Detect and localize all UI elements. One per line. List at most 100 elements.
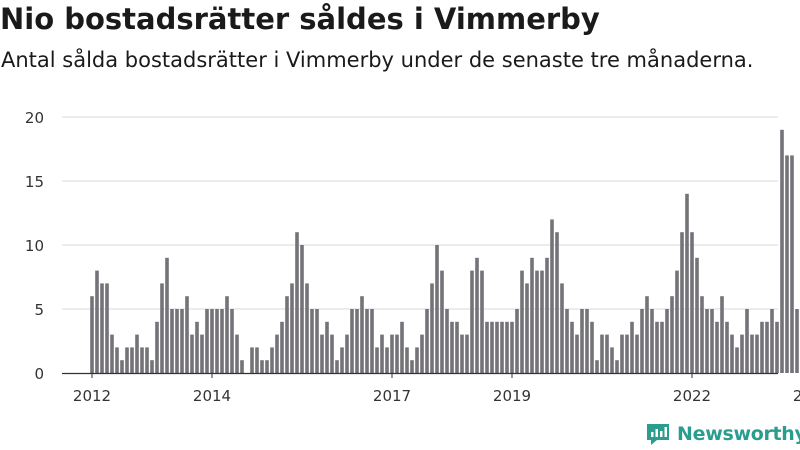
bar [560, 283, 564, 373]
bar [625, 334, 629, 373]
bar [790, 155, 794, 373]
bar [470, 270, 474, 373]
bar [450, 321, 454, 373]
bar [250, 347, 254, 373]
bar [785, 155, 789, 373]
bar [305, 283, 309, 373]
bar [635, 334, 639, 373]
y-tick-label: 10 [25, 237, 44, 255]
bar [580, 309, 584, 373]
bar [585, 309, 589, 373]
y-tick-label: 5 [34, 301, 44, 319]
bar [630, 321, 634, 373]
bar [240, 360, 244, 373]
bar [695, 257, 699, 373]
bar [290, 283, 294, 373]
bar [260, 360, 264, 373]
bar [755, 334, 759, 373]
y-tick-label: 20 [25, 109, 44, 127]
bar [175, 309, 179, 373]
x-tick-label: 2012 [73, 387, 111, 405]
bar [570, 321, 574, 373]
bar [350, 309, 354, 373]
bar [575, 334, 579, 373]
bar [120, 360, 124, 373]
bar [710, 309, 714, 373]
x-axis-tick-labels: 2012 2014 2017 2019 2022 2024 [73, 387, 800, 405]
bar [335, 360, 339, 373]
x-tick-label: 2024 [793, 387, 800, 405]
bar [650, 309, 654, 373]
bar [425, 309, 429, 373]
bar [460, 334, 464, 373]
x-tick-label: 2022 [673, 387, 711, 405]
bar [525, 283, 529, 373]
bar [605, 334, 609, 373]
bar [155, 321, 159, 373]
bar [535, 270, 539, 373]
bar-series [90, 129, 799, 373]
bar [760, 321, 764, 373]
bar [515, 309, 519, 373]
bar [595, 360, 599, 373]
bar [255, 347, 259, 373]
bar [590, 321, 594, 373]
y-tick-label: 0 [34, 365, 44, 383]
bar [180, 309, 184, 373]
chart-subtitle: Antal sålda bostadsrätter i Vimmerby und… [1, 48, 754, 72]
bar [295, 232, 299, 373]
bar [135, 334, 139, 373]
bar [275, 334, 279, 373]
brand-name: Newsworthy [677, 423, 800, 445]
y-axis-tick-labels: 0 5 10 15 20 [25, 109, 44, 383]
bar [640, 309, 644, 373]
bar [195, 321, 199, 373]
bar [115, 347, 119, 373]
bar [165, 257, 169, 373]
bar [765, 321, 769, 373]
bar [105, 283, 109, 373]
bar [445, 309, 449, 373]
bar [720, 296, 724, 373]
bar [420, 334, 424, 373]
bar [405, 347, 409, 373]
bar [130, 347, 134, 373]
bar [325, 321, 329, 373]
bar [645, 296, 649, 373]
bar [230, 309, 234, 373]
bar [490, 321, 494, 373]
bar [685, 193, 689, 373]
bar [485, 321, 489, 373]
bar [215, 309, 219, 373]
bar [440, 270, 444, 373]
bar [400, 321, 404, 373]
x-tick-label: 2019 [493, 387, 531, 405]
bar [150, 360, 154, 373]
bar [480, 270, 484, 373]
bar [315, 309, 319, 373]
bar [715, 321, 719, 373]
bar [770, 309, 774, 373]
newsworthy-brand: Newsworthy [645, 420, 800, 448]
bar [225, 296, 229, 373]
bar [390, 334, 394, 373]
bar [380, 334, 384, 373]
bar [385, 347, 389, 373]
bar [170, 309, 174, 373]
bar [670, 296, 674, 373]
x-tick-label: 2017 [373, 387, 411, 405]
bar [205, 309, 209, 373]
bar [200, 334, 204, 373]
bar [655, 321, 659, 373]
bar [520, 270, 524, 373]
bar [430, 283, 434, 373]
bar [90, 296, 94, 373]
bar [555, 232, 559, 373]
bar [220, 309, 224, 373]
bar [185, 296, 189, 373]
bar [780, 129, 784, 373]
bar [610, 347, 614, 373]
bar [365, 309, 369, 373]
bar [550, 219, 554, 373]
